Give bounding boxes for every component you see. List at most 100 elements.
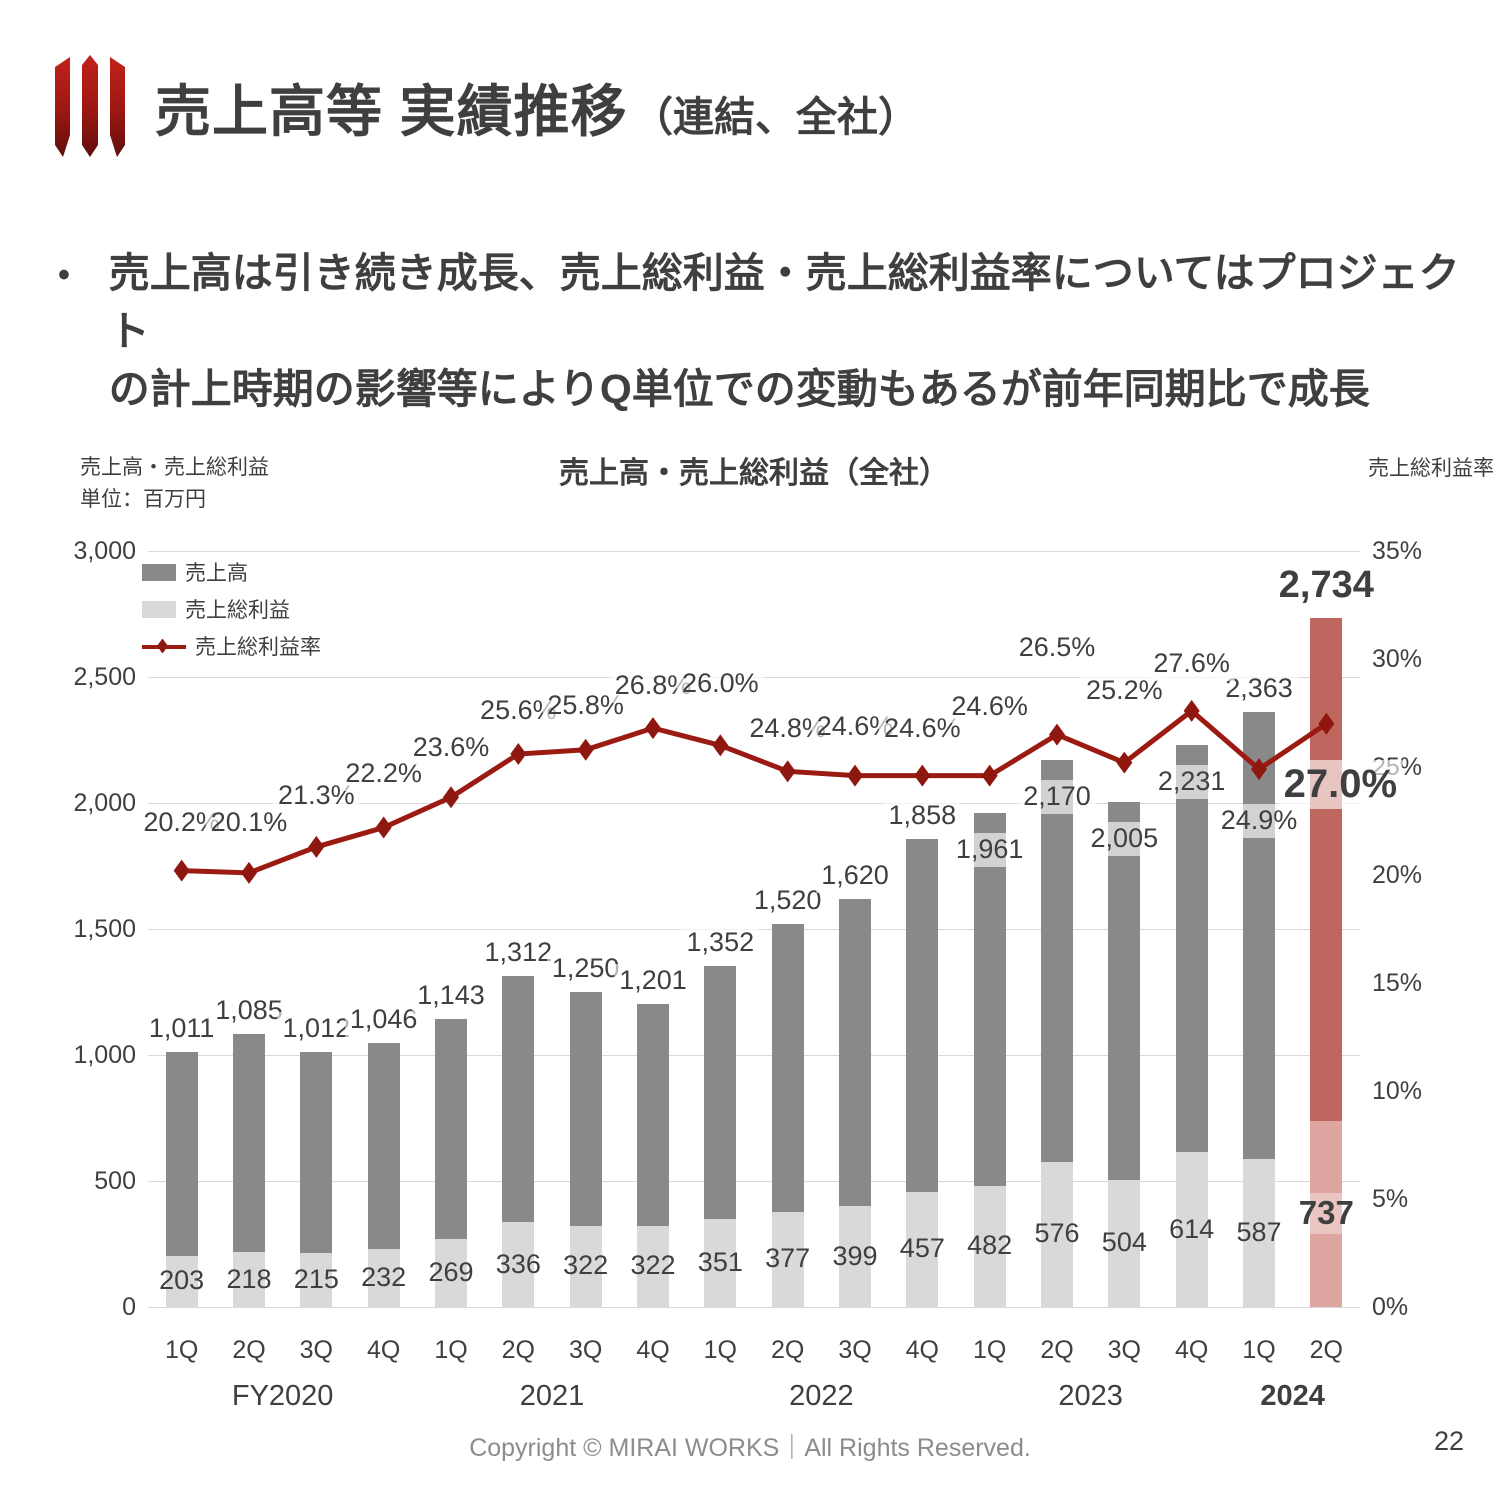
bar-gross-profit: [906, 1191, 939, 1307]
legend-swatch-icon: [142, 563, 176, 581]
left-axis-tick: 0: [122, 1293, 136, 1321]
bar-gross-profit: [502, 1222, 535, 1307]
gross-profit-value-label: 336: [495, 1248, 541, 1279]
right-axis-tick: 15%: [1372, 969, 1423, 997]
x-axis-year-label: 2021: [519, 1380, 585, 1412]
margin-diamond-marker: [241, 861, 257, 884]
bar-gross-profit: [1175, 1152, 1208, 1307]
revenue-value-label: 1,520: [748, 883, 827, 918]
margin-diamond-marker: [173, 859, 190, 882]
left-axis-title-line2: 単位：百万円: [80, 487, 206, 511]
margin-diamond-marker: [645, 717, 661, 740]
legend-swatch-icon: [142, 600, 176, 618]
revenue-value-label: 1,961: [950, 832, 1029, 867]
left-axis-tick: 3,000: [73, 537, 136, 565]
chart-title: 売上高・売上総利益（全社）: [559, 457, 949, 490]
gross-profit-value-label: 737: [1293, 1193, 1359, 1235]
revenue-value-label: 1,085: [210, 993, 288, 1028]
gross-profit-value-label: 576: [1034, 1218, 1080, 1249]
margin-percent-label: 23.6%: [407, 731, 495, 766]
margin-diamond-marker: [1183, 699, 1200, 722]
bar-gross-profit: [771, 1211, 804, 1307]
page-number: 22: [1433, 1426, 1464, 1456]
legend-label: 売上高: [185, 562, 248, 585]
bar-gross-profit: [839, 1206, 871, 1307]
revenue-value-label: 1,012: [277, 1011, 356, 1046]
x-axis-quarter-label: 2Q: [770, 1336, 805, 1364]
gross-profit-value-label: 377: [765, 1243, 811, 1274]
legend-label: 売上総利益: [185, 599, 290, 622]
gross-profit-value-label: 322: [563, 1250, 609, 1281]
margin-diamond-marker: [443, 786, 459, 809]
slide-header: 売上高等 実績推移 （連結、全社）: [55, 52, 919, 162]
margin-diamond-marker: [510, 743, 527, 766]
x-axis-quarter-label: 2Q: [501, 1336, 536, 1364]
right-axis-title: 売上総利益率: [1368, 457, 1494, 480]
right-axis-tick: 30%: [1372, 645, 1423, 673]
right-axis-tick: 5%: [1372, 1185, 1409, 1213]
x-axis-quarter-label: 4Q: [1174, 1336, 1209, 1364]
margin-diamond-marker: [779, 760, 796, 783]
bar-gross-profit: [1243, 1159, 1275, 1307]
gross-profit-value-label: 322: [630, 1250, 676, 1281]
x-axis-quarter-label: 1Q: [1242, 1336, 1276, 1364]
margin-diamond-marker: [577, 738, 594, 761]
summary-bullet: • 売上高は引き続き成長、売上総利益・売上総利益率についてはプロジェクト の計上…: [58, 244, 1466, 419]
revenue-value-label: 1,312: [479, 936, 558, 971]
page-title-sub: （連結、全社）: [632, 93, 920, 140]
x-axis-quarter-label: 4Q: [636, 1336, 670, 1364]
bar-gross-profit: [1108, 1179, 1141, 1307]
right-axis-tick: 10%: [1372, 1077, 1423, 1105]
bar-gross-profit: [637, 1225, 669, 1307]
legend-line-icon: [142, 638, 186, 655]
margin-diamond-marker: [1116, 751, 1133, 774]
margin-percent-label: 24.9%: [1215, 804, 1303, 839]
bar-gross-profit: [300, 1252, 333, 1307]
x-axis-quarter-label: 4Q: [366, 1336, 401, 1364]
left-axis-tick: 1,000: [73, 1041, 136, 1069]
x-axis-quarter-label: 3Q: [299, 1336, 334, 1364]
left-axis-tick: 500: [94, 1167, 136, 1195]
bullet-marker: •: [58, 256, 70, 294]
legend-item: 売上高: [142, 560, 248, 585]
revenue-value-label: 1,858: [883, 798, 962, 833]
left-axis-tick: 2,000: [73, 789, 136, 817]
legend-item: 売上総利益率: [142, 634, 321, 659]
revenue-value-label: 1,201: [614, 964, 692, 999]
x-axis-quarter-label: 3Q: [1107, 1336, 1142, 1364]
revenue-value-label: 2,231: [1152, 764, 1231, 799]
x-axis-year-label: FY2020: [231, 1380, 334, 1412]
x-axis-quarter-label: 2Q: [1309, 1336, 1344, 1364]
bar-gross-profit: [1041, 1161, 1073, 1307]
revenue-value-label: 2,170: [1018, 780, 1096, 815]
mirai-works-logo-icon: [55, 55, 125, 157]
x-axis-quarter-label: 2Q: [232, 1336, 266, 1364]
bar-gross-profit: [165, 1255, 198, 1307]
page-title: 売上高等 実績推移 （連結、全社）: [155, 67, 919, 148]
x-axis-year-label: 2023: [1058, 1380, 1123, 1412]
gross-profit-value-label: 269: [428, 1257, 474, 1288]
x-axis-quarter-label: 3Q: [568, 1336, 603, 1364]
left-axis-title: 売上高・売上総利益 単位：百万円: [80, 452, 269, 515]
gross-profit-value-label: 218: [226, 1263, 272, 1294]
gross-profit-value-label: 614: [1169, 1213, 1215, 1244]
right-axis-tick: 0%: [1372, 1293, 1409, 1321]
gridline: [148, 1306, 1360, 1308]
x-axis-quarter-label: 1Q: [972, 1336, 1007, 1364]
left-axis-title-line1: 売上高・売上総利益: [80, 456, 269, 479]
revenue-value-label: 1,143: [412, 978, 490, 1013]
revenue-value-label: 1,250: [546, 952, 625, 986]
revenue-value-label: 1,352: [681, 926, 760, 961]
margin-percent-label: 26.5%: [1013, 630, 1101, 665]
gross-profit-value-label: 457: [899, 1233, 945, 1264]
gridline: [148, 1054, 1360, 1056]
legend-diamond-marker: [157, 638, 168, 654]
revenue-value-label: 2,005: [1085, 821, 1164, 856]
x-axis-quarter-label: 3Q: [838, 1336, 872, 1364]
revenue-value-label: 1,011: [143, 1012, 220, 1047]
margin-diamond-marker: [375, 816, 392, 839]
legend-item: 売上総利益: [142, 597, 290, 622]
gross-profit-value-label: 232: [361, 1261, 407, 1292]
bar-gross-profit: [569, 1225, 602, 1307]
